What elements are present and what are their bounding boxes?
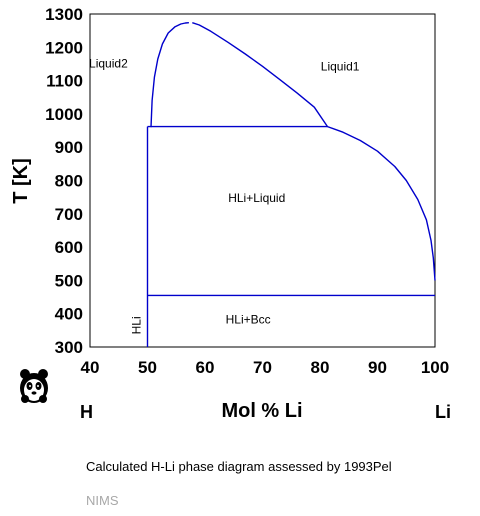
phase-boundary-2 — [192, 22, 329, 127]
x-tick-label: 80 — [311, 358, 330, 377]
phase-boundary-1 — [150, 22, 189, 128]
y-tick-label: 500 — [55, 271, 83, 290]
phase-region-labels: Liquid2 Liquid1 HLi+Liquid HLi+Bcc HLi — [89, 56, 360, 334]
y-tick-label: 800 — [55, 172, 83, 191]
y-tick-label: 600 — [55, 238, 83, 257]
plot-frame — [89, 13, 436, 348]
x-tick-labels: 40 50 60 70 80 90 100 — [81, 358, 450, 377]
y-tick-label: 1200 — [45, 38, 83, 57]
panda-logo-icon — [20, 369, 48, 403]
figure-caption: Calculated H-Li phase diagram assessed b… — [86, 459, 392, 474]
y-tick-label: 400 — [55, 305, 83, 324]
credit-text: NIMS — [86, 493, 119, 508]
y-tick-label: 300 — [55, 338, 83, 357]
left-component-label: H — [80, 402, 93, 422]
x-tick-label: 100 — [421, 358, 449, 377]
y-tick-label: 900 — [55, 138, 83, 157]
right-component-label: Li — [435, 402, 451, 422]
x-tick-label: 90 — [368, 358, 387, 377]
x-tick-label: 70 — [253, 358, 272, 377]
x-axis-label: Mol % Li — [221, 400, 302, 422]
region-label: HLi+Bcc — [226, 313, 271, 327]
phase-boundaries — [146, 22, 436, 347]
phase-diagram-chart: 40 50 60 70 80 90 100 300 400 500 600 700 800 900 100… — [10, 5, 451, 422]
y-tick-label: 700 — [55, 205, 83, 224]
x-tick-label: 50 — [138, 358, 157, 377]
y-tick-label: 1100 — [46, 72, 83, 91]
region-label: HLi — [130, 316, 144, 334]
y-tick-label: 1000 — [45, 105, 83, 124]
x-tick-label: 60 — [196, 358, 215, 377]
y-tick-labels: 300 400 500 600 700 800 900 1000 1100 1200 1300 — [45, 5, 83, 357]
region-label: HLi+Liquid — [228, 191, 285, 205]
phase-boundary-3 — [327, 125, 436, 281]
region-label: Liquid1 — [321, 60, 360, 74]
y-tick-label: 1300 — [45, 5, 83, 24]
y-axis-label: T [K] — [10, 158, 32, 204]
region-label: Liquid2 — [89, 56, 128, 70]
x-tick-label: 40 — [81, 358, 100, 377]
